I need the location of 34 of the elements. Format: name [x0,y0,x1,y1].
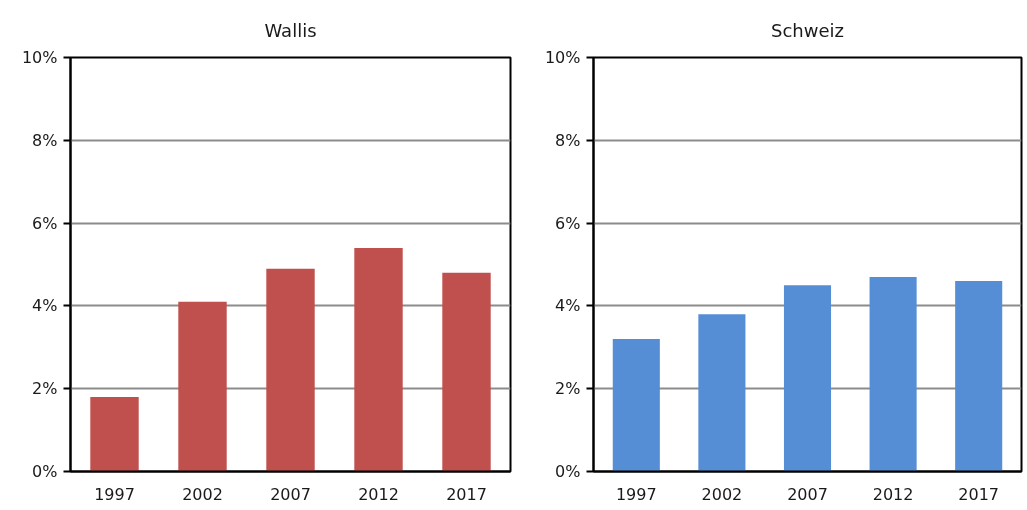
chart-title: Wallis [264,19,317,41]
y-tick-label: 4% [555,296,581,316]
bar [612,339,660,472]
y-tick-label: 6% [555,213,581,233]
x-tick-label: 2007 [270,484,311,504]
bar [869,276,917,472]
bar [783,285,832,472]
y-tick-label: 8% [32,130,58,150]
x-tick-label: 2017 [446,484,487,504]
y-tick-label: 4% [32,296,58,316]
bar [266,268,315,472]
x-tick-label: 2017 [958,484,1000,504]
x-tick-label: 1997 [615,484,657,504]
x-tick-label: 2002 [701,484,743,504]
y-tick-label: 10% [544,48,581,67]
x-tick-label: 2002 [182,484,223,504]
y-tick-label: 8% [555,130,581,150]
bar [955,281,1003,472]
y-tick-label: 0% [555,462,581,481]
x-tick-label: 1997 [94,484,135,504]
chart-title: Schweiz [771,19,844,41]
bar [178,301,227,472]
bar [442,272,491,472]
y-tick-label: 2% [32,379,58,399]
y-tick-label: 10% [21,48,58,67]
y-tick-label: 2% [555,379,581,399]
bar [698,314,746,472]
y-tick-label: 0% [32,462,58,481]
y-tick-label: 6% [32,213,58,233]
x-tick-label: 2007 [787,484,828,504]
x-tick-label: 2012 [358,484,399,504]
bar [90,396,139,472]
x-tick-label: 2012 [872,484,914,504]
bar [354,247,403,472]
